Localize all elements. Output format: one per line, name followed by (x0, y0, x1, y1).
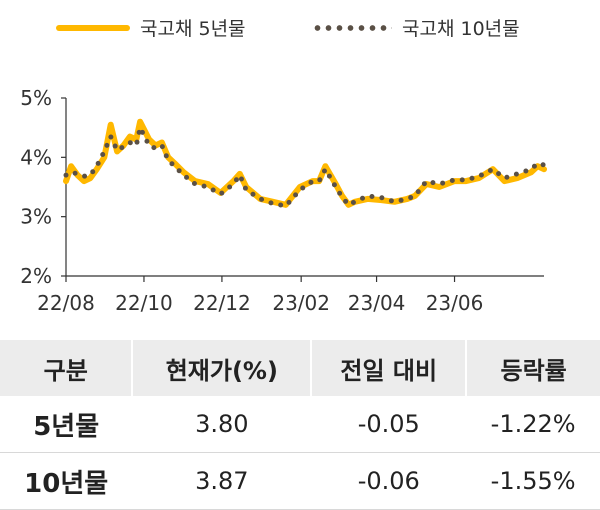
table-header-row: 구분 현재가(%) 전일 대비 등락률 (0, 340, 600, 396)
legend-label-10y: 국고채 10년물 (402, 18, 520, 40)
legend-label-5y: 국고채 5년물 (140, 18, 246, 40)
x-tick-label: 23/04 (348, 291, 406, 315)
yield-table: 구분 현재가(%) 전일 대비 등락률 5년물 3.80 -0.05 -1.22… (0, 340, 600, 510)
y-tick-label: 3% (20, 205, 52, 229)
table-row: 10년물 3.87 -0.06 -1.55% (0, 452, 600, 510)
y-tick-label: 5% (20, 86, 52, 110)
header-current-price: 현재가(%) (131, 340, 312, 396)
y-tick-label: 2% (20, 264, 52, 288)
header-day-change: 전일 대비 (310, 340, 467, 396)
row-label: 10년물 (0, 452, 133, 510)
x-tick-label: 23/06 (426, 291, 484, 315)
cell-day-change: -0.06 (311, 452, 467, 510)
legend-item-10y: 국고채 10년물 (312, 14, 520, 41)
x-tick-label: 23/02 (272, 291, 330, 315)
legend-item-5y: 국고채 5년물 (56, 14, 246, 41)
legend-swatch-5y (56, 24, 130, 31)
x-tick-label: 22/12 (193, 291, 251, 315)
header-change-rate: 등락률 (465, 340, 600, 396)
cell-change-rate: -1.22% (466, 396, 600, 453)
cell-current-price: 3.80 (132, 396, 312, 453)
header-category: 구분 (0, 340, 133, 396)
row-label: 5년물 (0, 396, 133, 453)
table-row: 5년물 3.80 -0.05 -1.22% (0, 396, 600, 453)
cell-current-price: 3.87 (132, 452, 312, 510)
cell-day-change: -0.05 (311, 396, 467, 453)
series-line-10y (63, 125, 547, 209)
chart-canvas: 2% 3% 4% 5% 22/08 22/10 22/12 23/02 23/04 23/06 (20, 86, 547, 315)
x-tick-label: 22/08 (37, 291, 95, 315)
y-tick-label: 4% (20, 145, 52, 169)
yield-chart: 국고채 5년물 국고채 10년물 2% 3% 4% 5% 22/08 22/10 22/12… (20, 14, 547, 315)
x-tick-label: 22/10 (115, 291, 173, 315)
legend-swatch-10y (312, 24, 392, 31)
cell-change-rate: -1.55% (466, 452, 600, 510)
